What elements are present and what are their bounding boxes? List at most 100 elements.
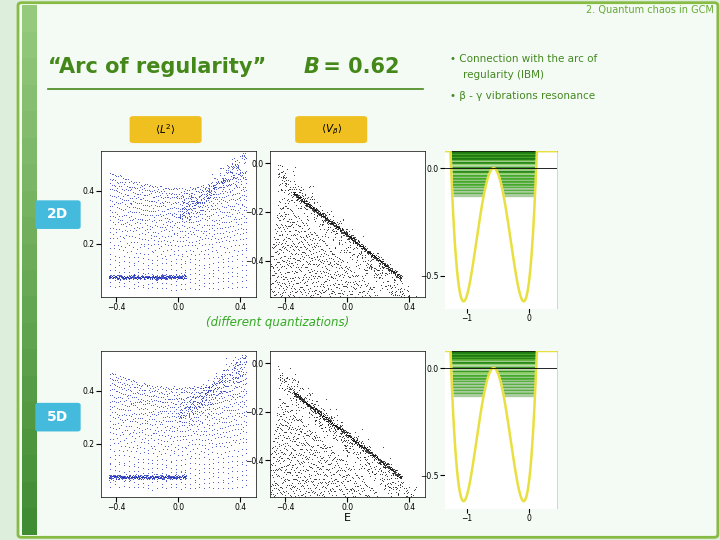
- Point: [166, 256, 177, 265]
- Point: [211, 372, 222, 380]
- Point: [309, 404, 320, 413]
- Point: [226, 425, 238, 434]
- Point: [230, 435, 242, 444]
- Point: [323, 210, 335, 218]
- Point: [274, 421, 285, 429]
- Point: [120, 211, 132, 220]
- Point: [276, 369, 287, 377]
- Point: [341, 225, 352, 233]
- Point: [225, 371, 236, 380]
- Point: [313, 475, 325, 483]
- Point: [297, 397, 309, 406]
- Point: [203, 478, 215, 487]
- Point: [276, 399, 287, 407]
- Point: [319, 413, 330, 422]
- Point: [128, 474, 140, 482]
- Point: [401, 491, 413, 500]
- Point: [271, 273, 283, 281]
- Point: [277, 450, 289, 458]
- Point: [168, 228, 180, 237]
- Point: [210, 384, 221, 393]
- Point: [123, 411, 135, 420]
- Point: [201, 221, 212, 230]
- Point: [152, 474, 163, 482]
- Point: [286, 382, 297, 390]
- Point: [361, 265, 373, 274]
- Point: [222, 161, 234, 170]
- Point: [148, 186, 160, 194]
- Point: [325, 219, 336, 227]
- Point: [228, 390, 239, 399]
- Point: [331, 422, 343, 430]
- Point: [179, 266, 191, 274]
- Point: [127, 188, 139, 197]
- Point: [320, 214, 331, 223]
- Point: [305, 403, 317, 411]
- Point: [160, 472, 171, 481]
- Point: [108, 472, 120, 481]
- Point: [177, 192, 189, 200]
- Point: [312, 407, 323, 416]
- Point: [272, 160, 284, 169]
- Point: [343, 278, 354, 286]
- Point: [204, 185, 215, 194]
- Point: [177, 394, 189, 403]
- Point: [274, 265, 285, 274]
- Point: [174, 204, 186, 213]
- Point: [194, 192, 206, 200]
- Point: [228, 173, 240, 182]
- Point: [347, 234, 359, 242]
- Point: [309, 413, 320, 422]
- Point: [273, 169, 284, 178]
- Point: [292, 192, 304, 201]
- Point: [130, 470, 142, 479]
- Point: [353, 240, 364, 248]
- Point: [306, 399, 318, 407]
- Point: [302, 400, 314, 409]
- Point: [138, 438, 150, 447]
- Point: [185, 249, 197, 258]
- Point: [292, 192, 303, 201]
- Point: [293, 245, 305, 253]
- Point: [174, 406, 186, 414]
- Point: [142, 471, 153, 480]
- Point: [170, 480, 181, 489]
- Point: [228, 163, 240, 172]
- Point: [204, 400, 216, 408]
- Point: [363, 447, 374, 456]
- Point: [181, 206, 193, 215]
- Point: [239, 168, 251, 177]
- Point: [274, 254, 286, 262]
- Point: [359, 265, 370, 273]
- Point: [185, 400, 197, 409]
- Point: [326, 414, 338, 422]
- Point: [217, 208, 228, 217]
- Point: [295, 287, 307, 296]
- Point: [127, 242, 138, 251]
- Point: [387, 264, 398, 273]
- Point: [295, 186, 307, 194]
- Point: [354, 241, 365, 249]
- Point: [337, 437, 348, 445]
- Point: [205, 407, 217, 415]
- Point: [325, 459, 337, 468]
- Point: [166, 274, 177, 282]
- Point: [312, 274, 323, 282]
- Point: [118, 279, 130, 287]
- Point: [351, 253, 363, 261]
- Point: [186, 192, 197, 201]
- Point: [315, 220, 326, 228]
- Point: [324, 259, 336, 267]
- Point: [237, 370, 248, 379]
- Point: [276, 373, 288, 382]
- Point: [343, 463, 355, 472]
- Point: [139, 425, 150, 434]
- Point: [237, 234, 248, 243]
- Point: [330, 421, 342, 429]
- Point: [133, 273, 145, 281]
- Point: [230, 360, 241, 368]
- Point: [274, 180, 285, 189]
- Point: [163, 271, 174, 279]
- Point: [236, 210, 248, 218]
- Point: [131, 472, 143, 481]
